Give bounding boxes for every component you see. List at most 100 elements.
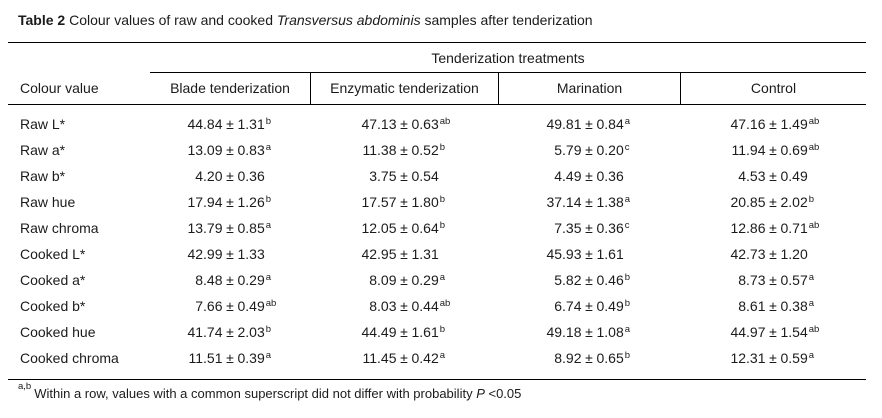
superscript: b [808, 194, 815, 205]
error-with-superscript: 0.29a [238, 267, 311, 293]
value-cell: 11.51 ±0.39a [150, 345, 310, 371]
superscript: b [265, 194, 272, 205]
error-with-superscript: 0.44ab [412, 293, 499, 319]
value-cell: 41.74 ±2.03b [150, 319, 310, 345]
mean-value: 11.45 [362, 350, 397, 366]
error-with-superscript: 1.38a [597, 189, 681, 215]
error-with-superscript: 1.80b [412, 189, 499, 215]
mean-value: 8.09 [369, 272, 397, 288]
value-cell: 44.84 ±1.31b [150, 111, 310, 137]
mean-value: 44.49 [361, 324, 397, 340]
value-cell: 13.79 ±0.85a [150, 215, 310, 241]
plus-minus: ± [400, 246, 408, 262]
superscript: ab [439, 298, 451, 309]
mean-value: 49.18 [546, 324, 582, 340]
value-cell: 8.92 ±0.65b [498, 345, 680, 371]
column-header-enzymatic: Enzymatic tenderization [310, 73, 498, 104]
error-with-superscript: 0.49 [781, 163, 867, 189]
error-with-superscript: 0.71ab [781, 215, 867, 241]
row-label: Cooked chroma [20, 350, 119, 366]
plus-minus: ± [769, 220, 777, 236]
std-error: 1.80 [411, 194, 439, 210]
mean-value: 47.16 [730, 116, 766, 132]
value-cell: 49.18 ±1.08a [498, 319, 680, 345]
value-cell: 7.66 ±0.49ab [150, 293, 310, 319]
superscript: ab [808, 142, 820, 153]
plus-minus: ± [226, 142, 234, 158]
table-row: Cooked b* 7.66 ±0.49ab 8.03 ±0.44ab 6.74 ±0… [8, 293, 866, 319]
value-cell: 4.20 ±0.36 [150, 163, 310, 189]
plus-minus: ± [585, 272, 593, 288]
value-cell: 3.75 ±0.54 [310, 163, 498, 189]
row-label: Raw hue [20, 194, 76, 210]
std-error: 0.59 [780, 350, 808, 366]
superscript: b [624, 272, 631, 283]
error-with-superscript: 0.36c [597, 215, 681, 241]
plus-minus: ± [400, 116, 408, 132]
mean-value: 4.20 [195, 168, 223, 184]
table-row: Cooked hue 41.74 ±2.03b 44.49 ±1.61b 49.18… [8, 319, 866, 345]
std-error: 0.49 [780, 168, 808, 184]
value-cell: 44.49 ±1.61b [310, 319, 498, 345]
footnote-p-value: <0.05 [488, 386, 522, 401]
plus-minus: ± [769, 350, 777, 366]
error-with-superscript: 1.31b [238, 111, 311, 137]
std-error: 0.42 [411, 350, 439, 366]
error-with-superscript: 2.03b [238, 319, 311, 345]
value-cell: 5.82 ±0.46b [498, 267, 680, 293]
superscript: ab [808, 220, 820, 231]
plus-minus: ± [226, 168, 234, 184]
plus-minus: ± [585, 350, 593, 366]
plus-minus: ± [400, 220, 408, 236]
mean-value: 12.05 [361, 220, 397, 236]
plus-minus: ± [585, 220, 593, 236]
error-with-superscript: 1.33 [238, 241, 311, 267]
superscript: ab [808, 324, 820, 335]
superscript: b [439, 194, 446, 205]
error-with-superscript: 1.08a [597, 319, 681, 345]
std-error: 1.61 [596, 246, 624, 262]
value-cell: 8.48 ±0.29a [150, 267, 310, 293]
plus-minus: ± [400, 142, 408, 158]
plus-minus: ± [400, 324, 408, 340]
std-error: 0.71 [780, 220, 808, 236]
error-with-superscript: 0.85a [238, 215, 311, 241]
std-error: 0.36 [237, 168, 265, 184]
mean-value: 44.84 [187, 116, 223, 132]
std-error: 0.64 [411, 220, 439, 236]
superscript: a [265, 142, 272, 153]
mean-value: 17.94 [187, 194, 223, 210]
plus-minus: ± [769, 246, 777, 262]
error-with-superscript: 0.52b [412, 137, 499, 163]
mean-value: 45.93 [546, 246, 582, 262]
error-with-superscript: 0.69ab [781, 137, 867, 163]
table-row: Cooked L* 42.99 ±1.33 42.95 ±1.31 45.93 ±1.… [8, 241, 866, 267]
mean-value: 12.86 [730, 220, 766, 236]
plus-minus: ± [769, 116, 777, 132]
std-error: 2.03 [237, 324, 265, 340]
table-row: Cooked chroma 11.51 ±0.39a 11.45 ±0.42a 8.… [8, 345, 866, 371]
plus-minus: ± [226, 298, 234, 314]
plus-minus: ± [585, 194, 593, 210]
row-label: Raw chroma [20, 220, 99, 236]
footnote-superscript: a,b [18, 380, 32, 392]
value-cell: 42.95 ±1.31 [310, 241, 498, 267]
group-header: Tenderization treatments [150, 43, 866, 73]
column-header-blade: Blade tenderization [170, 80, 290, 96]
table-caption: Table 2 Colour values of raw and cooked … [18, 10, 593, 30]
plus-minus: ± [226, 116, 234, 132]
plus-minus: ± [400, 272, 408, 288]
value-cell: 5.79 ±0.20c [498, 137, 680, 163]
mean-value: 5.82 [554, 272, 582, 288]
row-label: Cooked a* [20, 272, 86, 288]
value-cell: 8.61 ±0.38a [680, 293, 866, 319]
superscript: ab [265, 298, 277, 309]
footnote-p-symbol: P [476, 386, 485, 401]
superscript: c [624, 142, 630, 153]
value-cell: 45.93 ±1.61 [498, 241, 680, 267]
std-error: 0.52 [411, 142, 439, 158]
value-cell: 11.94 ±0.69ab [680, 137, 866, 163]
std-error: 0.69 [780, 142, 808, 158]
group-header-row: Tenderization treatments [8, 43, 866, 73]
plus-minus: ± [769, 324, 777, 340]
